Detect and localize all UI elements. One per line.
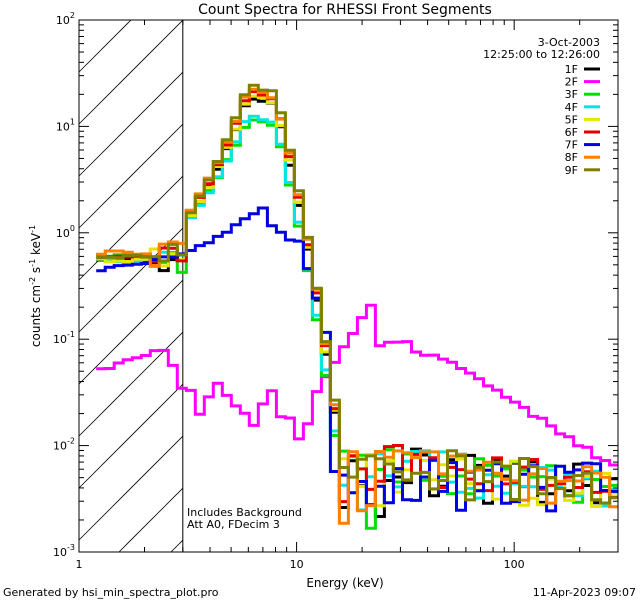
hatch-line: [78, 19, 184, 125]
x-tick-label: 1: [76, 558, 83, 571]
hatch-line: [78, 123, 184, 229]
y-tick-label: 10-3: [53, 543, 75, 559]
y-label-sup3: -1: [28, 225, 37, 233]
legend-label: 4F: [565, 101, 578, 114]
y-tick-label: 10-1: [53, 330, 75, 346]
hatch-line: [78, 331, 184, 437]
annotation-attenuator: Att A0, FDecim 3: [187, 518, 280, 531]
generated-by-label: Generated by hsi_min_spectra_plot.pro: [3, 586, 219, 599]
legend-label: 9F: [565, 164, 578, 177]
legend-label: 5F: [565, 113, 578, 126]
series-9f: [96, 83, 618, 505]
time-range-label: 12:25:00 to 12:26:00: [483, 48, 600, 61]
y-tick-label: 10-2: [53, 437, 75, 453]
y-label-mid: s: [29, 267, 43, 277]
legend-label: 3F: [565, 88, 578, 101]
y-label-sup1: -2: [28, 277, 37, 285]
hatch-line: [118, 487, 184, 553]
legend-label: 7F: [565, 139, 578, 152]
y-tick-label: 100: [56, 224, 75, 240]
y-axis-label: counts cm-2 s-1 keV-1: [28, 225, 43, 347]
series-8f: [96, 87, 618, 525]
hatch-line: [78, 71, 184, 177]
hatch-line: [78, 175, 184, 281]
legend-label: 2F: [565, 76, 578, 89]
timestamp-label: 11-Apr-2023 09:07: [533, 586, 636, 599]
legend-label: 6F: [565, 126, 578, 139]
x-tick-label: 100: [504, 558, 525, 571]
hatch-line: [78, 435, 184, 541]
x-axis-label: Energy (keV): [306, 576, 383, 590]
date-label: 3-Oct-2003: [538, 36, 600, 49]
hatch-line: [78, 279, 184, 385]
hatch-line: [78, 383, 184, 489]
hatched-region: [78, 19, 184, 553]
series-layer: [96, 83, 618, 530]
series-2f: [96, 303, 618, 467]
legend-label: 8F: [565, 151, 578, 164]
legend-label: 1F: [565, 63, 578, 76]
chart-title: Count Spectra for RHESSI Front Segments: [198, 2, 492, 18]
hatch-line: [78, 19, 132, 73]
plot-frame: [78, 19, 619, 553]
y-label-sup2: -1: [28, 259, 37, 267]
x-tick-label: 10: [290, 558, 304, 571]
y-axis: 102 101 100 10-1 10-2 10-3: [53, 11, 618, 559]
y-tick-label: 101: [56, 117, 75, 133]
hatch-line: [170, 539, 184, 553]
y-label-base: counts cm: [29, 285, 43, 347]
annotation-background: Includes Background: [187, 506, 302, 519]
y-tick-label: 102: [56, 11, 75, 27]
x-axis: 1 10 100: [76, 20, 619, 571]
series-6f: [96, 90, 618, 504]
y-label-end: keV: [29, 232, 43, 259]
